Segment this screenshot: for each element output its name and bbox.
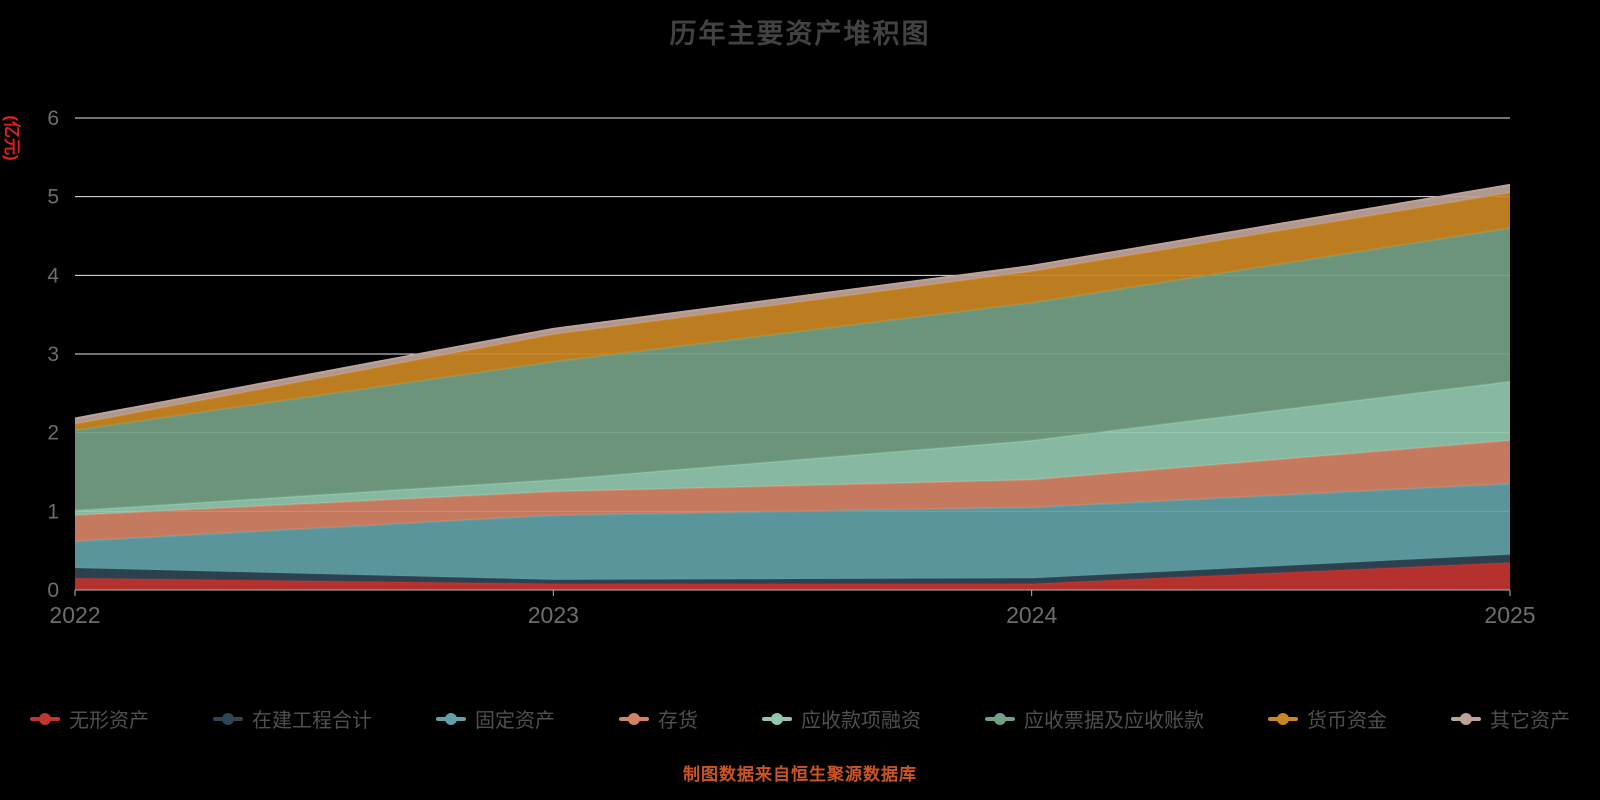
legend-label: 存货 <box>658 710 698 732</box>
legend-item-7[interactable]: 其它资产 <box>1451 704 1570 733</box>
legend-item-5[interactable]: 应收票据及应收账款 <box>985 704 1204 733</box>
y-tick-label: 4 <box>47 264 59 287</box>
legend-label: 在建工程合计 <box>252 710 372 732</box>
legend-item-2[interactable]: 固定资产 <box>436 704 555 733</box>
legend-line-dot-icon <box>213 712 243 726</box>
line-series-7 <box>74 183 1511 420</box>
legend-label: 无形资产 <box>69 710 149 732</box>
line-series-3 <box>74 439 1511 517</box>
stacked-area-chart: 0 1 2 3 4 5 6 2022 2023 2024 2025 <box>47 107 1535 628</box>
line-series-2 <box>74 482 1511 543</box>
legend-line-dot-icon <box>1268 712 1298 726</box>
area-series-1 <box>75 554 1510 584</box>
area-series-5 <box>75 228 1510 511</box>
chart-title: 历年主要资产堆积图 <box>669 19 931 49</box>
legend-line-dot-icon <box>619 712 649 726</box>
legend-label: 应收票据及应收账款 <box>1024 710 1204 732</box>
legend-item-6[interactable]: 货币资金 <box>1268 704 1387 733</box>
y-tick-label: 2 <box>47 422 59 445</box>
legend-line-dot-icon <box>1451 712 1481 726</box>
x-tick-label: 2023 <box>528 602 579 628</box>
data-source-note: 制图数据来自恒生聚源数据库 <box>683 765 917 784</box>
y-tick-label: 1 <box>47 500 59 523</box>
legend-label: 应收款项融资 <box>801 710 921 732</box>
y-tick-label: 5 <box>47 186 59 209</box>
area-series-2 <box>75 483 1510 580</box>
legend-label: 其它资产 <box>1490 710 1570 732</box>
plot-area: 0 1 2 3 4 5 6 2022 2023 2024 2025 (亿元) <box>2 107 1536 628</box>
legend-line-dot-icon <box>30 712 60 726</box>
legend-label: 货币资金 <box>1307 710 1387 732</box>
x-tick-label: 2025 <box>1484 602 1535 628</box>
y-axis-unit-label: (亿元) <box>2 115 21 161</box>
legend: 无形资产 在建工程合计 固定资产 存货 应收款项融资 应收票据及应收账款 货币资金 其它资产 <box>0 704 1600 733</box>
legend-line-dot-icon <box>436 712 466 726</box>
line-series-5 <box>74 227 1511 432</box>
x-tick-label: 2022 <box>49 602 100 628</box>
legend-line-dot-icon <box>762 712 792 726</box>
legend-item-3[interactable]: 存货 <box>619 704 698 733</box>
area-series-3 <box>75 440 1510 542</box>
legend-line-dot-icon <box>985 712 1015 726</box>
legend-label: 固定资产 <box>475 710 555 732</box>
legend-item-4[interactable]: 应收款项融资 <box>762 704 921 733</box>
y-tick-label: 0 <box>47 579 59 602</box>
y-tick-label: 6 <box>47 107 59 130</box>
y-tick-label: 3 <box>47 343 59 366</box>
line-series-0 <box>74 561 1511 585</box>
legend-item-0[interactable]: 无形资产 <box>30 704 149 733</box>
legend-item-1[interactable]: 在建工程合计 <box>213 704 372 733</box>
x-tick-label: 2024 <box>1006 602 1057 628</box>
